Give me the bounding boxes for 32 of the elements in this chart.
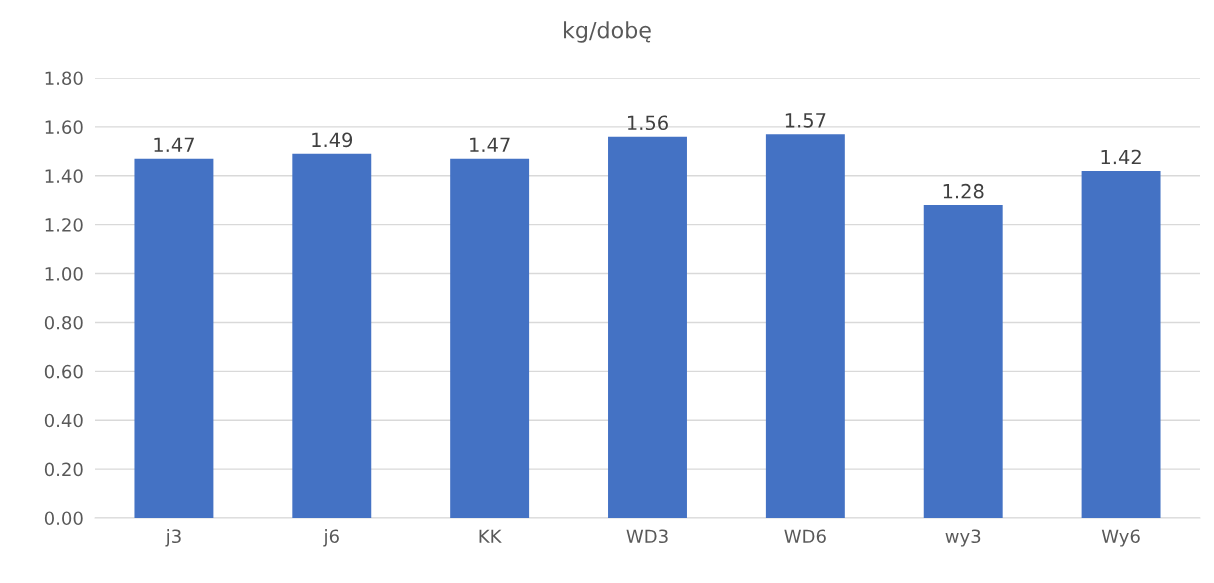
bar xyxy=(765,134,845,518)
y-tick-label: 1.00 xyxy=(45,267,83,281)
y-tick-label: 0.00 xyxy=(44,511,83,526)
x-tick-label: KK xyxy=(479,529,502,543)
bar xyxy=(450,158,530,518)
y-tick-label: 0.80 xyxy=(44,315,83,330)
bar xyxy=(292,153,372,518)
x-tick-label: j3 xyxy=(165,529,181,547)
data-label: 1.47 xyxy=(470,137,510,152)
data-label: 1.47 xyxy=(154,137,194,152)
x-tick-label: WD6 xyxy=(784,529,826,544)
y-tick-label: 0.40 xyxy=(44,413,83,428)
y-tick-label: 1.60 xyxy=(45,120,83,135)
data-label: 1.57 xyxy=(785,113,826,128)
bar xyxy=(923,205,1003,518)
chart-title: kg/dobę xyxy=(564,21,651,43)
y-tick-label: 1.80 xyxy=(45,71,83,86)
x-tick-label: wy3 xyxy=(945,529,981,547)
data-label: 1.28 xyxy=(943,183,984,199)
y-tick-label: 1.40 xyxy=(45,169,83,183)
data-label: 1.42 xyxy=(1101,149,1141,165)
data-label: 1.49 xyxy=(312,132,353,148)
x-tick-label: WD3 xyxy=(626,529,668,544)
bar xyxy=(608,136,687,518)
y-tick-label: 0.60 xyxy=(44,364,83,379)
bar xyxy=(1081,170,1161,518)
data-label: 1.56 xyxy=(627,115,668,131)
bar xyxy=(134,158,214,518)
x-tick-label: Wy6 xyxy=(1101,529,1140,547)
y-tick-label: 0.20 xyxy=(44,462,83,477)
y-tick-label: 1.20 xyxy=(45,218,83,232)
x-tick-label: j6 xyxy=(323,529,339,547)
